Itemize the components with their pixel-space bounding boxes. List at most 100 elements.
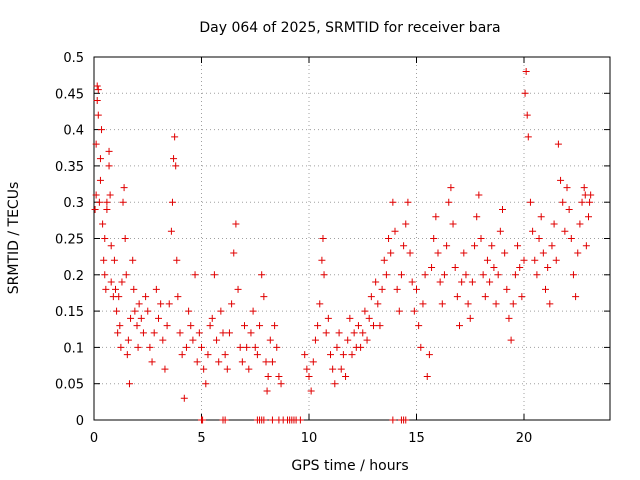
data-point bbox=[552, 256, 560, 264]
data-point bbox=[152, 285, 160, 293]
data-point bbox=[241, 322, 248, 330]
data-point bbox=[191, 271, 199, 279]
data-point bbox=[193, 358, 201, 366]
data-point bbox=[576, 220, 584, 228]
data-point bbox=[119, 198, 127, 206]
data-point bbox=[122, 271, 130, 279]
data-point bbox=[406, 249, 414, 257]
data-point bbox=[93, 97, 101, 105]
data-point bbox=[516, 264, 524, 272]
data-point bbox=[92, 191, 100, 199]
data-point bbox=[494, 271, 502, 279]
data-point bbox=[318, 256, 326, 264]
data-point bbox=[365, 314, 373, 322]
data-point bbox=[271, 322, 279, 330]
data-point bbox=[92, 140, 100, 148]
data-point bbox=[542, 285, 549, 293]
data-point bbox=[159, 336, 167, 344]
data-point bbox=[531, 256, 539, 264]
data-point bbox=[150, 329, 158, 337]
data-point bbox=[432, 213, 440, 221]
data-point bbox=[268, 358, 276, 366]
data-point bbox=[408, 278, 416, 286]
data-point bbox=[230, 249, 238, 257]
data-point bbox=[402, 220, 410, 228]
data-point bbox=[146, 343, 154, 351]
data-point bbox=[382, 271, 390, 279]
data-point bbox=[324, 314, 332, 322]
data-point bbox=[569, 271, 577, 279]
x-tick-label: 15 bbox=[408, 431, 425, 446]
data-point bbox=[389, 198, 397, 206]
data-point bbox=[296, 416, 304, 424]
data-point bbox=[131, 307, 139, 315]
data-point bbox=[507, 336, 515, 344]
y-tick-label: 0.25 bbox=[55, 233, 84, 248]
data-point bbox=[134, 343, 142, 351]
data-point bbox=[331, 380, 339, 388]
data-point bbox=[133, 322, 141, 330]
data-point bbox=[367, 293, 375, 301]
data-point bbox=[361, 307, 369, 315]
data-point bbox=[546, 300, 554, 308]
data-point bbox=[319, 235, 327, 242]
data-point bbox=[91, 205, 99, 213]
y-tick-label: 0.1 bbox=[63, 341, 84, 356]
data-point bbox=[400, 242, 408, 250]
data-point bbox=[475, 191, 483, 199]
data-point bbox=[544, 264, 552, 272]
data-point bbox=[95, 198, 103, 206]
chart-title: Day 064 of 2025, SRMTID for receiver bar… bbox=[199, 20, 500, 36]
data-point bbox=[387, 249, 395, 257]
data-point bbox=[447, 184, 455, 192]
data-point bbox=[163, 322, 171, 330]
data-point bbox=[539, 249, 547, 257]
data-point bbox=[320, 271, 328, 279]
x-tick-label: 5 bbox=[197, 431, 205, 446]
y-tick-label: 0.15 bbox=[55, 305, 84, 320]
data-point bbox=[178, 351, 186, 359]
data-point bbox=[243, 343, 251, 351]
data-point bbox=[391, 227, 399, 235]
data-point bbox=[462, 271, 470, 279]
data-point bbox=[445, 198, 453, 206]
data-point bbox=[234, 285, 242, 293]
data-point bbox=[337, 365, 345, 373]
data-point bbox=[526, 198, 534, 206]
data-point bbox=[410, 307, 418, 315]
data-point bbox=[238, 358, 246, 366]
data-point bbox=[251, 343, 259, 351]
data-point bbox=[106, 191, 114, 199]
data-point bbox=[389, 416, 397, 424]
data-point bbox=[421, 271, 429, 279]
data-point bbox=[215, 358, 223, 366]
data-point bbox=[499, 205, 506, 213]
data-point bbox=[451, 264, 459, 272]
data-point bbox=[430, 235, 438, 242]
data-point bbox=[101, 271, 109, 279]
data-point bbox=[139, 329, 147, 337]
data-point bbox=[344, 336, 352, 344]
data-point bbox=[314, 322, 322, 330]
data-point bbox=[535, 235, 543, 242]
data-point bbox=[219, 329, 227, 337]
data-point bbox=[303, 365, 311, 373]
data-point bbox=[316, 300, 324, 308]
data-point bbox=[187, 322, 195, 330]
data-point bbox=[468, 278, 476, 286]
data-point bbox=[509, 300, 517, 308]
data-point bbox=[370, 322, 377, 330]
data-point bbox=[307, 387, 315, 395]
data-point bbox=[148, 358, 156, 366]
data-point bbox=[464, 300, 472, 308]
data-point bbox=[94, 111, 102, 119]
data-point bbox=[393, 285, 401, 293]
data-point bbox=[456, 322, 463, 330]
data-point bbox=[397, 271, 405, 279]
data-point bbox=[363, 336, 371, 344]
data-point bbox=[268, 416, 276, 424]
data-point bbox=[565, 205, 573, 213]
data-point bbox=[114, 329, 122, 337]
data-point bbox=[107, 242, 115, 250]
data-point bbox=[329, 365, 337, 373]
